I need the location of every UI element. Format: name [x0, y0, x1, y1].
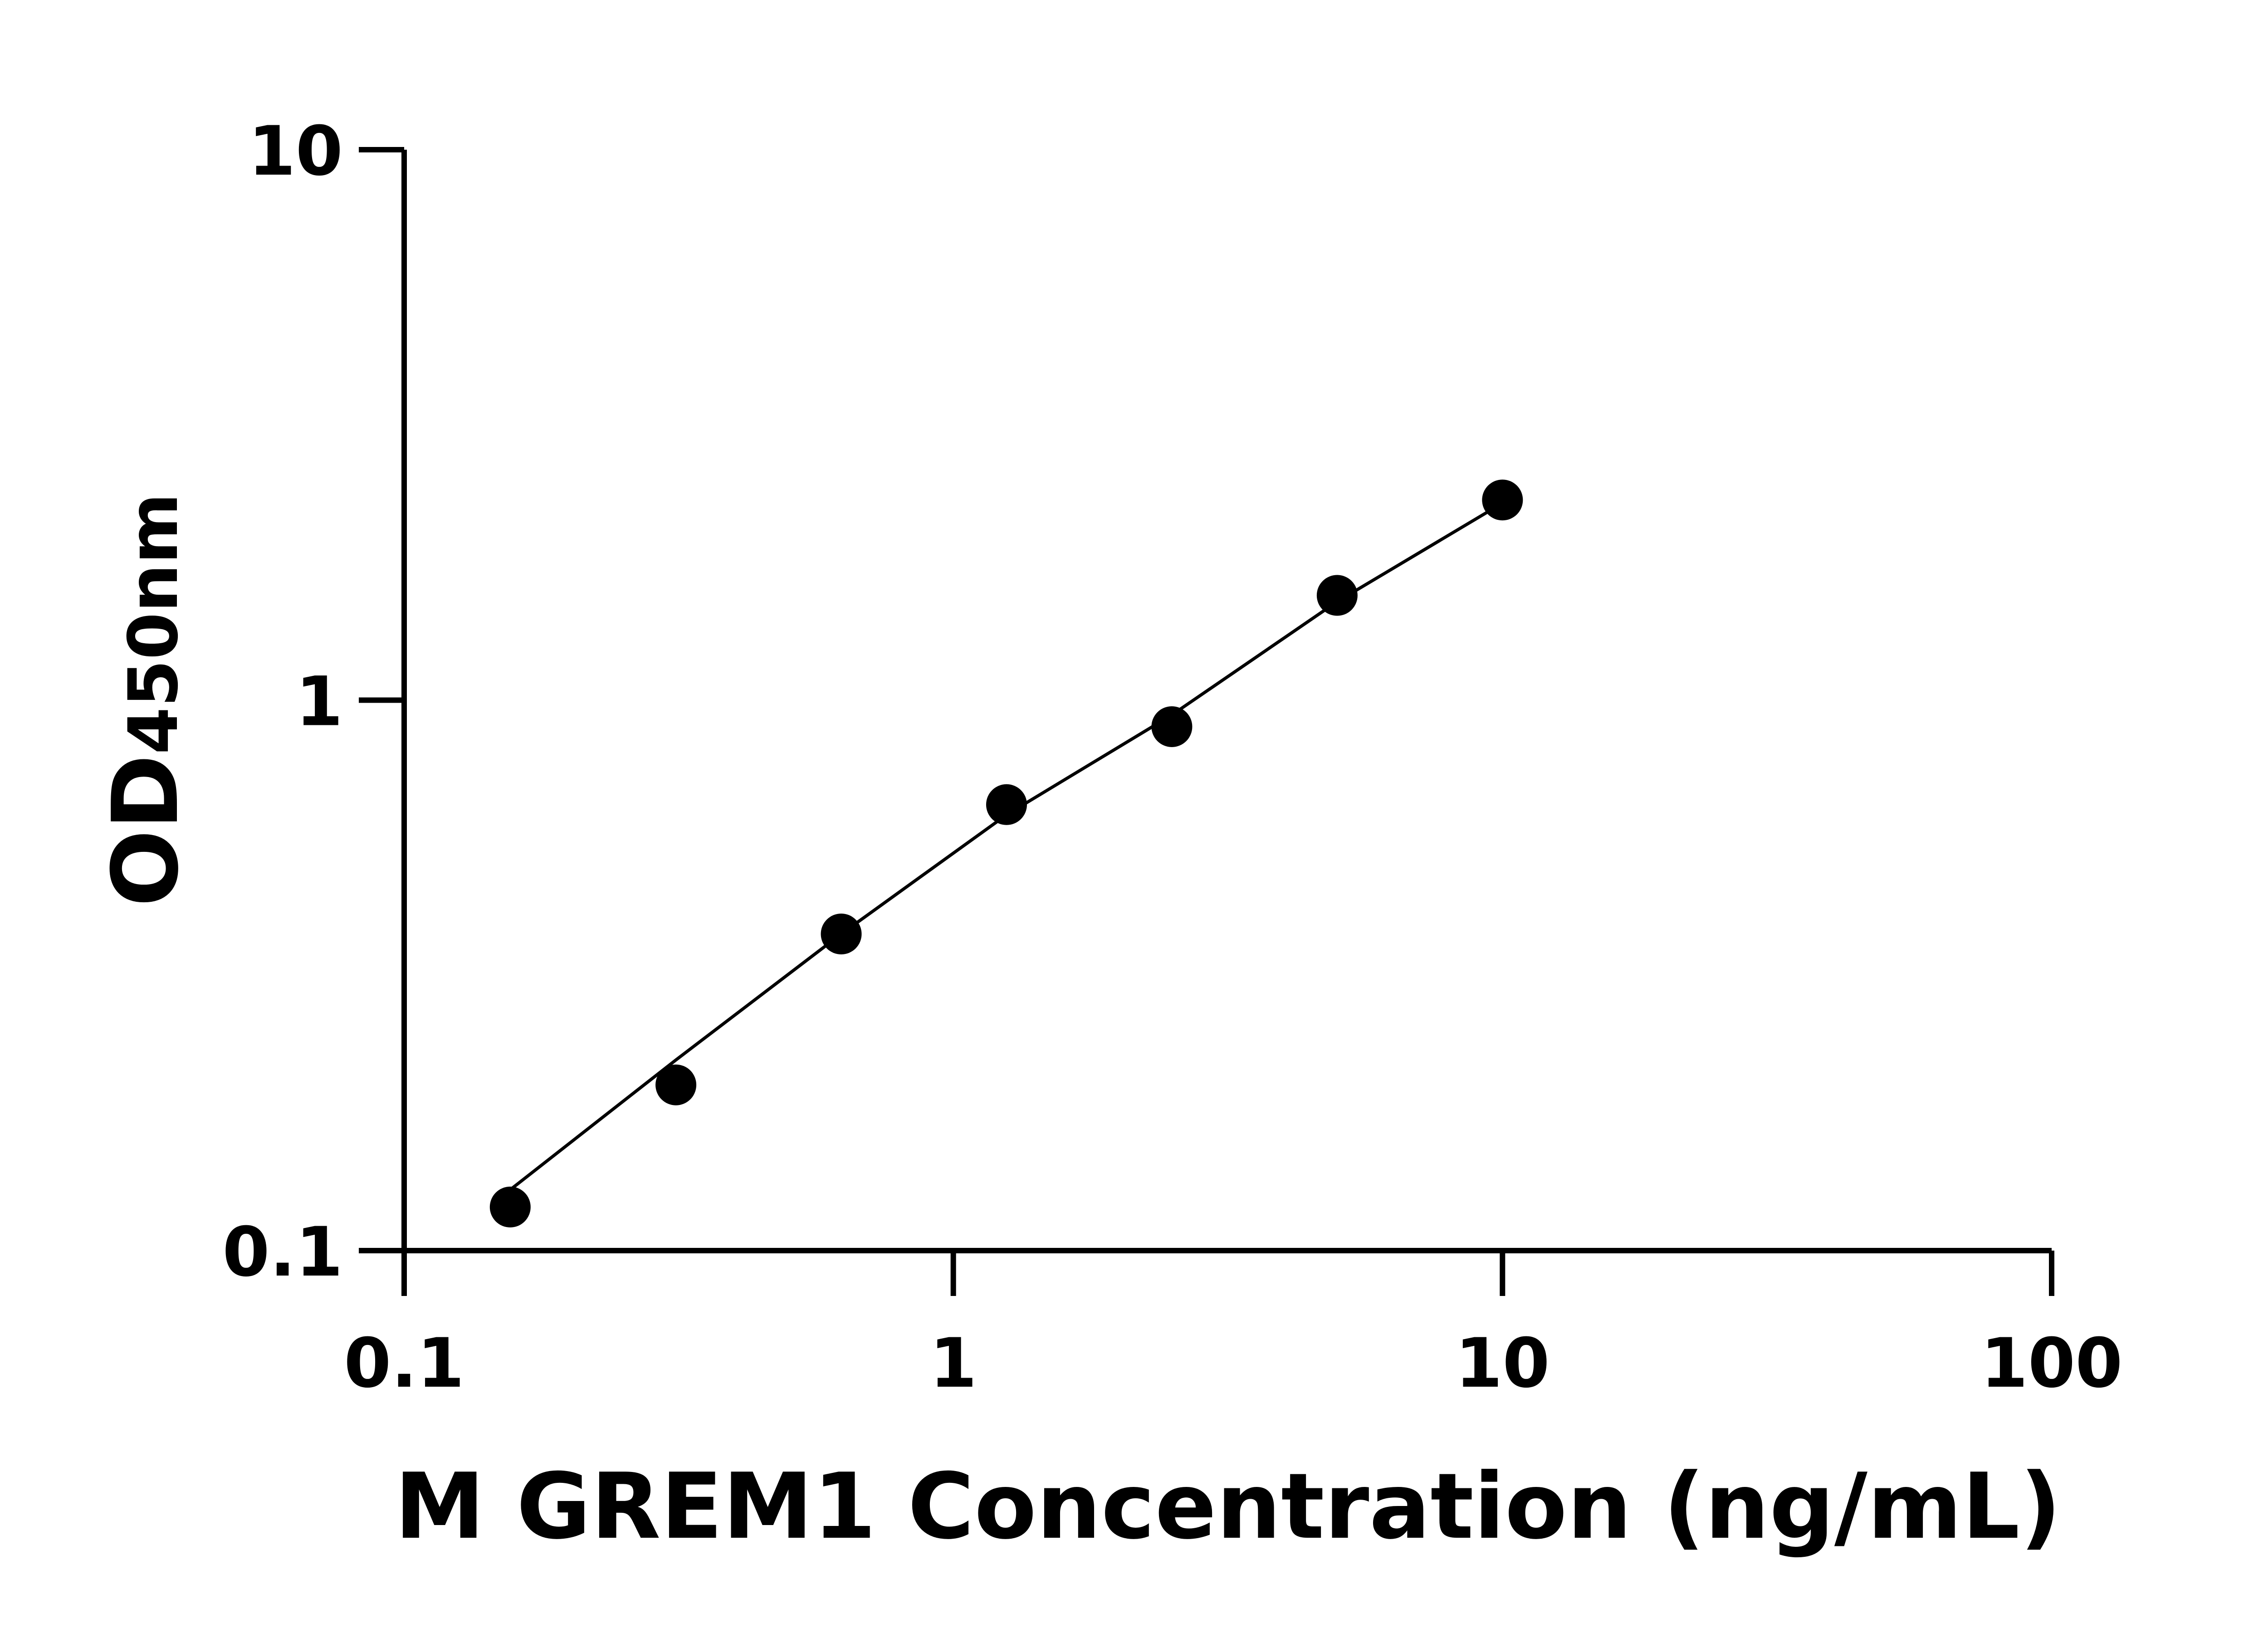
data-point: [489, 1186, 531, 1227]
y-axis-title: OD450nm: [93, 493, 199, 907]
y-axis-title-group: OD450nm: [93, 493, 199, 907]
x-tick-label: 10: [1455, 1324, 1550, 1403]
fit-line: [509, 502, 1504, 1191]
x-tick-label: 1: [929, 1324, 977, 1403]
y-axis-title-sub: 450nm: [114, 493, 193, 754]
y-axis-title-main: OD: [93, 754, 199, 907]
y-tick-label: 0.1: [222, 1213, 343, 1292]
y-tick-label: 10: [248, 112, 343, 191]
x-tick-label: 0.1: [344, 1324, 464, 1403]
data-point: [655, 1064, 697, 1105]
data-point: [986, 784, 1027, 825]
x-tick-label: 100: [1980, 1324, 2122, 1403]
x-axis-title: M GREM1 Concentration (ng/mL): [395, 1454, 2061, 1560]
data-point: [1482, 479, 1523, 521]
data-point: [1316, 575, 1358, 616]
y-tick-label: 1: [296, 663, 343, 742]
data-point: [1151, 706, 1193, 747]
